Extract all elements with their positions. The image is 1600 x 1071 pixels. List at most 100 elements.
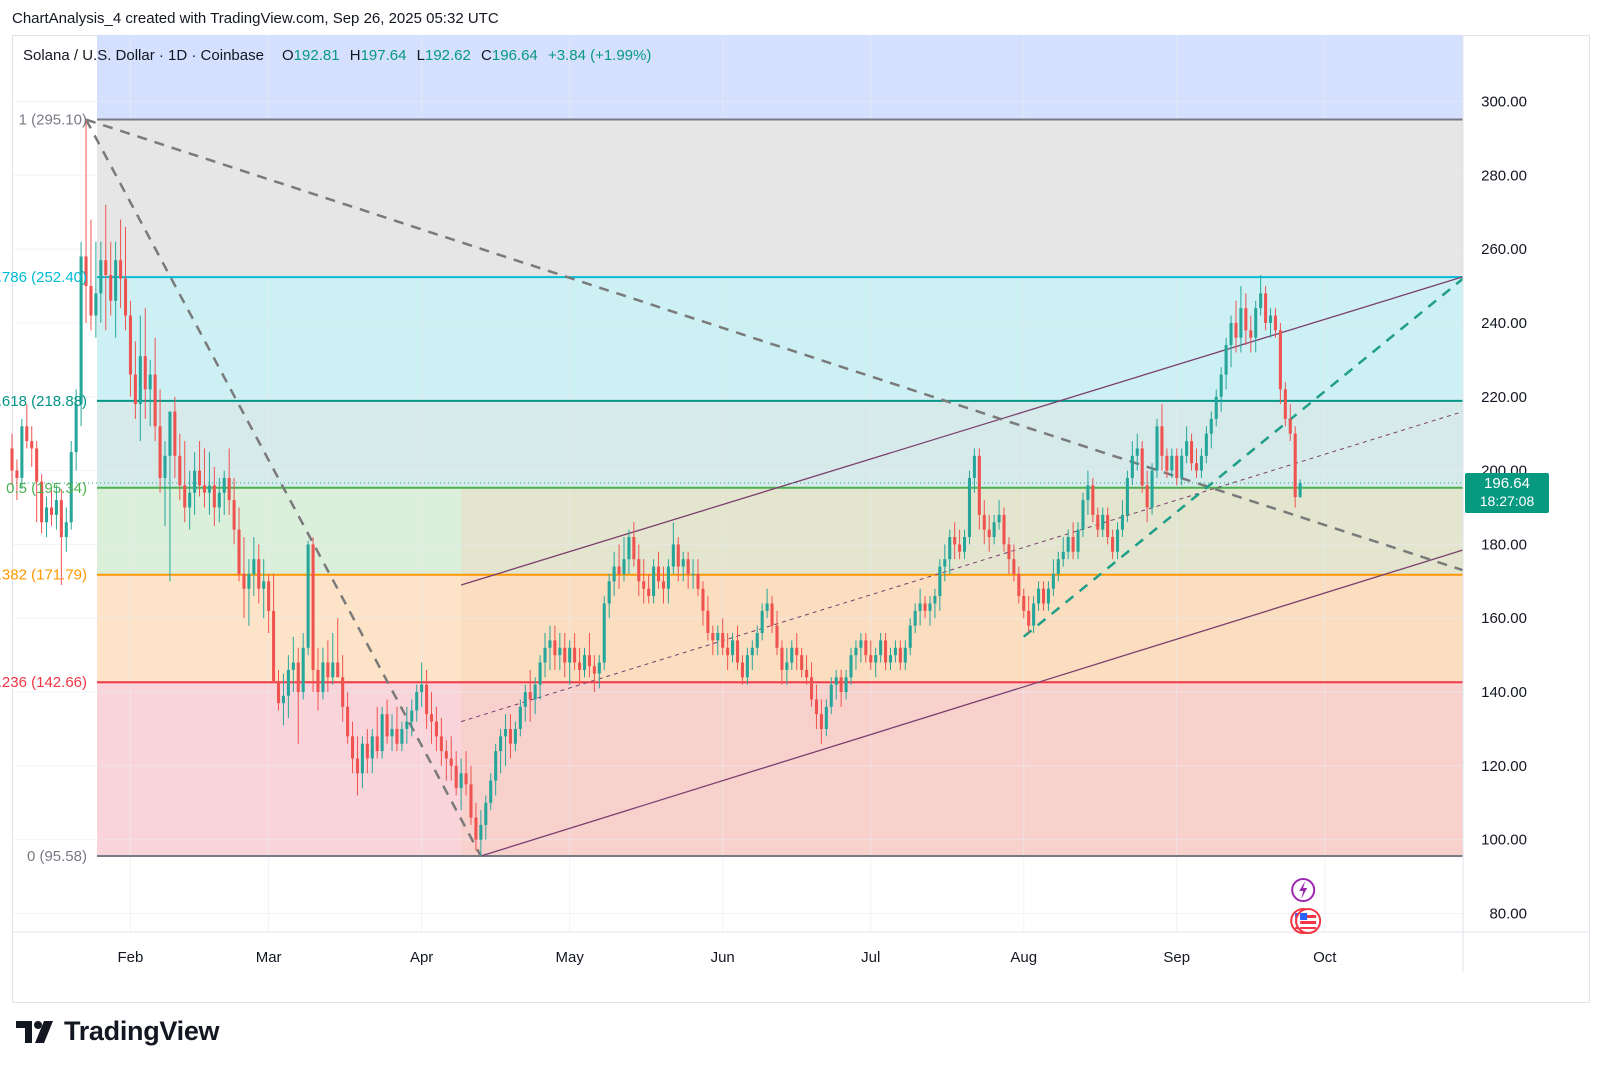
fib-zone <box>97 35 1463 120</box>
candle-body <box>671 544 675 567</box>
candle-body <box>1061 551 1065 560</box>
price-tag-countdown: 18:27:08 <box>1480 493 1535 509</box>
dashed-trend-1 <box>84 118 482 857</box>
tradingview-wordmark: TradingView <box>64 1016 220 1046</box>
tradingview-logo[interactable]: TradingView <box>16 1016 220 1047</box>
fib-label: 0.382 (171.79) <box>0 567 87 584</box>
candle-body <box>336 662 340 678</box>
candle-body <box>311 544 315 670</box>
candle-body <box>958 544 962 552</box>
candle-body <box>1214 396 1218 419</box>
candle-body <box>20 426 24 478</box>
candle-body <box>74 404 78 453</box>
candle-body <box>99 260 103 294</box>
candle-body <box>114 260 118 301</box>
candle-body <box>844 677 848 693</box>
fib-label: 0.5 (195.34) <box>6 480 87 497</box>
candle-body <box>1051 573 1055 589</box>
price-tag: 196.64 18:27:08 <box>1465 472 1549 513</box>
candle-body <box>1293 433 1297 498</box>
us-flag-icon <box>1295 908 1322 934</box>
candle-body <box>30 441 34 449</box>
candle-body <box>1130 455 1134 478</box>
candle-body <box>622 559 626 574</box>
candle-body <box>370 736 374 759</box>
candle-body <box>938 566 942 597</box>
high-value: 197.64 <box>361 47 407 64</box>
fib-label: 1 (295.10) <box>19 112 87 129</box>
candle-body <box>918 603 922 611</box>
candle-body <box>1120 514 1124 530</box>
open-label: O <box>282 47 294 64</box>
x-tick-label: Jul <box>861 949 880 966</box>
candle-body <box>306 544 310 648</box>
candle-body <box>232 500 236 530</box>
y-tick-label: 220.00 <box>1481 389 1527 406</box>
candle-body <box>183 485 187 508</box>
candle-body <box>864 640 868 656</box>
candle-body <box>109 274 113 301</box>
candle-body <box>1259 293 1263 309</box>
candle-body <box>948 537 952 560</box>
candle-body <box>198 470 202 486</box>
svg-text:O192.81 H197.64 L1: O192.81 H197.64 L192.62 C196.64 +3.84 (+… <box>282 47 651 64</box>
candle-body <box>839 677 843 693</box>
candle-body <box>1086 485 1090 501</box>
candle-body <box>726 647 730 656</box>
candle-body <box>513 728 517 744</box>
candle-body <box>1022 596 1026 611</box>
candle-body <box>163 455 167 478</box>
candle-body <box>104 260 108 275</box>
candle-body <box>257 559 261 589</box>
fib-zones <box>97 35 1464 857</box>
candle-body <box>89 286 93 316</box>
candle-body <box>780 647 784 670</box>
candle-body <box>642 581 646 589</box>
fib-zone <box>97 487 1463 575</box>
candle-body <box>64 522 68 538</box>
candle-body <box>617 566 621 574</box>
candle-body <box>188 492 192 508</box>
candle-body <box>484 802 488 825</box>
header-bar: Solana / U.S. Dollar · 1D · Coinbase O19… <box>23 47 651 64</box>
candle-body <box>1180 455 1184 478</box>
x-tick-label: Sep <box>1163 949 1190 966</box>
candle-body <box>908 625 912 648</box>
candle-body <box>158 426 162 478</box>
low-value: 192.62 <box>425 47 471 64</box>
candle-body <box>888 655 893 663</box>
candle-body <box>903 647 907 663</box>
candle-body <box>657 566 661 582</box>
y-tick-label: 120.00 <box>1481 758 1527 775</box>
candle-body <box>405 721 409 729</box>
price-tag-bg <box>1465 472 1549 513</box>
dashed-trend-2 <box>85 118 1464 572</box>
candle-body <box>79 256 83 405</box>
channel-upper-line <box>460 276 1464 586</box>
dashed-uptrend <box>1022 277 1464 638</box>
candle-body <box>819 714 823 729</box>
candle-body <box>992 522 996 538</box>
chart-caption: ChartAnalysis_4 created with TradingView… <box>12 10 499 27</box>
candle-body <box>444 751 448 759</box>
candle-body <box>701 588 705 611</box>
candle-body <box>459 773 463 789</box>
candle-body <box>1244 308 1248 331</box>
candle-body <box>420 684 424 693</box>
candle-body <box>301 647 305 693</box>
candle-body <box>582 655 587 670</box>
candle-body <box>1076 529 1080 552</box>
candle-body <box>706 610 710 633</box>
candle-body <box>943 559 947 567</box>
candle-body <box>612 566 616 582</box>
event-markers <box>1290 878 1322 934</box>
candle-body <box>341 677 345 707</box>
grid-lines <box>12 35 1463 932</box>
candle-body <box>735 640 740 663</box>
candle-body <box>1096 514 1100 530</box>
candle-body <box>721 633 725 648</box>
candle-body <box>987 529 991 538</box>
candle-body <box>84 256 88 287</box>
high-label: H <box>350 47 361 64</box>
